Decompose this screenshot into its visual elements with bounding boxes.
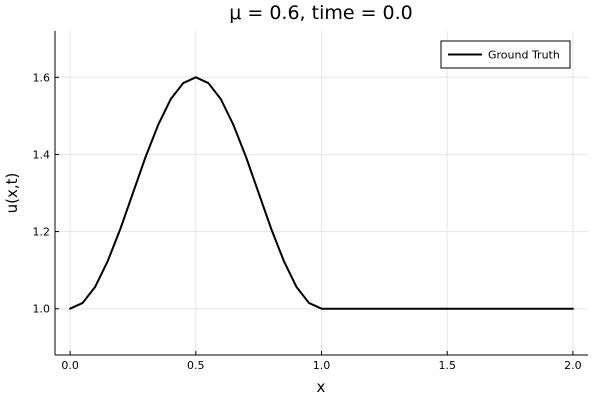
- y-tick-label-2: 1.4: [33, 148, 51, 161]
- x-tick-label-0: 0.0: [61, 359, 79, 372]
- x-tick-label-1: 0.5: [187, 359, 205, 372]
- y-tick-label-0: 1.0: [33, 303, 51, 316]
- legend: Ground Truth: [440, 40, 571, 69]
- x-tick-label-3: 1.5: [438, 359, 456, 372]
- x-tick-label-2: 1.0: [313, 359, 331, 372]
- y-tick-label-1: 1.2: [33, 226, 51, 239]
- grid: [55, 31, 588, 355]
- series-line-0: [69, 76, 574, 310]
- series-layer: [69, 76, 574, 310]
- x-axis-label: x: [317, 378, 326, 396]
- y-tick-label-3: 1.6: [33, 71, 51, 84]
- ticks: 0.0 0.5 1.0 1.5 2.0 1.0 1.2 1.4 1.6: [33, 71, 582, 372]
- legend-label-ground-truth: Ground Truth: [488, 49, 560, 62]
- y-axis-label: u(x,t): [3, 173, 21, 214]
- x-tick-label-4: 2.0: [564, 359, 582, 372]
- chart-title: μ = 0.6, time = 0.0: [229, 2, 413, 24]
